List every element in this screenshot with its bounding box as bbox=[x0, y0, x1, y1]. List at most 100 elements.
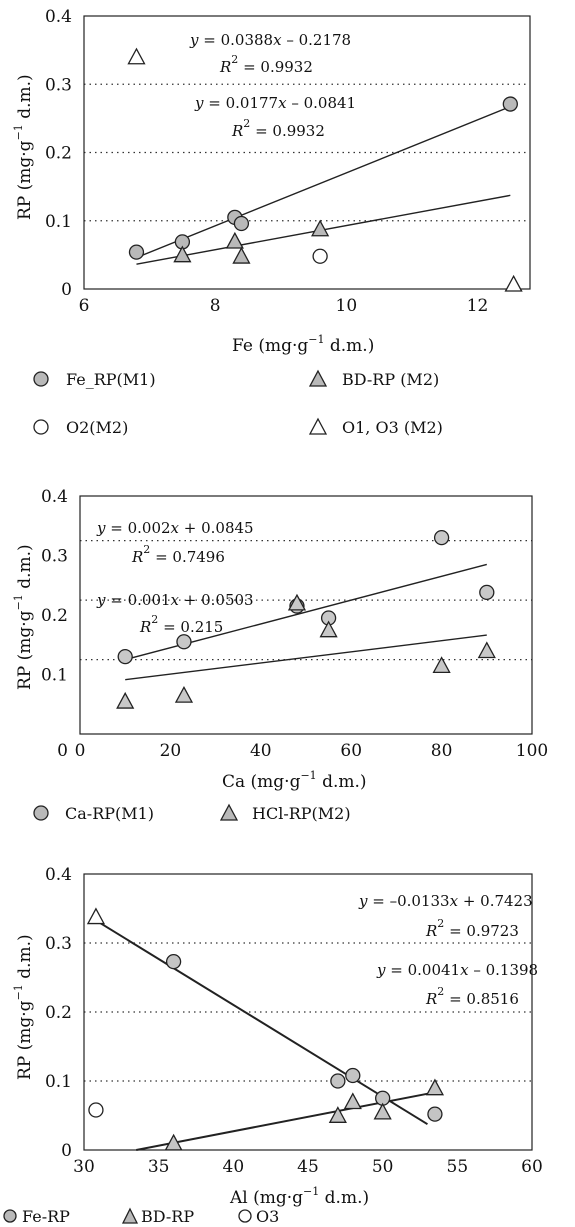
chart-3-point-fe-rp bbox=[345, 1067, 361, 1084]
chart-fe-y-axis-label: RP (mg·g−1 d.m.) bbox=[12, 74, 35, 220]
chart-2-point-hcl-rp-m2 bbox=[319, 620, 338, 638]
chart-1-y-tick-label: 0.3 bbox=[45, 75, 72, 95]
chart-2-x-tick-label: 60 bbox=[340, 741, 362, 761]
chart-3-x-tick-label: 50 bbox=[372, 1157, 394, 1177]
chart-2-y-tick-label: 0.2 bbox=[41, 606, 68, 626]
chart-fe-equation-1: y = 0.0388x – 0.2178 bbox=[189, 31, 351, 49]
chart-1-y-tick-label: 0.4 bbox=[45, 7, 72, 27]
chart-1-point-o2-m2 bbox=[312, 248, 328, 264]
chart-ca-y-axis-label: RP (mg·g−1 d.m.) bbox=[12, 544, 35, 690]
legend-o3-marker bbox=[238, 1209, 252, 1223]
chart-al-points bbox=[86, 907, 445, 1151]
chart-2-y-tick-label: 0.3 bbox=[41, 547, 68, 567]
chart-ca-equation-2: y = 0.001x + 0.0503 bbox=[96, 591, 254, 609]
chart-fe-r2-2: R2 = 0.9932 bbox=[231, 117, 325, 140]
chart-3-y-tick-label: 0.1 bbox=[45, 1072, 72, 1092]
legend-o2-m2-label: O2(M2) bbox=[66, 418, 128, 437]
chart-3-point-bd-rp bbox=[343, 1092, 362, 1110]
chart-1-y-tick-label: 0.1 bbox=[45, 212, 72, 232]
chart-3-y-tick-label: 0.4 bbox=[45, 865, 72, 885]
chart-fe-plot-frame bbox=[83, 15, 531, 290]
legend-fe-rp-m1-label: Fe_RP(M1) bbox=[66, 370, 156, 389]
chart-3-x-tick-label: 30 bbox=[73, 1157, 95, 1177]
legend-bd-rp-m2-marker bbox=[308, 369, 328, 387]
legend-bd-rp-label: BD-RP bbox=[141, 1207, 194, 1226]
chart-3-point-fe-rp bbox=[165, 953, 182, 970]
chart-fe-equation-2: y = 0.0177x – 0.0841 bbox=[194, 94, 356, 112]
legend-fe-rp-marker bbox=[3, 1209, 17, 1223]
chart-1-point-o1-o3-m2 bbox=[504, 274, 523, 292]
legend-o2-m2-marker bbox=[33, 419, 49, 435]
chart-1-point-o1-o3-m2 bbox=[127, 47, 146, 65]
chart-1-x-tick-label: 10 bbox=[336, 296, 358, 316]
chart-3-point-bd-rp bbox=[328, 1106, 347, 1123]
legend-ca-rp-m1-label: Ca-RP(M1) bbox=[65, 804, 154, 823]
chart-2-point-hcl-rp-m2 bbox=[432, 656, 451, 674]
chart-3-x-tick-label: 45 bbox=[297, 1157, 319, 1177]
chart-3-point-bd-rp bbox=[164, 1133, 183, 1151]
chart-3-y-tick-label: 0 bbox=[61, 1141, 72, 1161]
chart-al-r2-1: R2 = 0.9723 bbox=[425, 917, 519, 940]
chart-3-y-tick-label: 0.3 bbox=[45, 934, 72, 954]
chart-1-y-tick-label: 0.2 bbox=[45, 144, 72, 164]
chart-al-tick-labels: 30 35 40 45 50 55 60 0 0.1 0.2 0.3 0.4 bbox=[45, 865, 543, 1177]
chart-2-point-hcl-rp-m2 bbox=[477, 641, 496, 659]
chart-3-x-tick-label: 60 bbox=[521, 1157, 543, 1177]
chart-1-point-bd-rp-m2 bbox=[173, 245, 192, 263]
chart-3-y-tick-label: 0.2 bbox=[45, 1003, 72, 1023]
chart-ca-plot-frame bbox=[79, 495, 533, 735]
chart-1-point-fe-rp-m1 bbox=[502, 96, 518, 112]
chart-3-point-o3 bbox=[88, 1102, 104, 1118]
chart-fe: 6 8 10 12 0 0.1 0.2 0.3 0.4 y = 0.0388x – 0.2178… bbox=[12, 7, 531, 437]
chart-3-point-fe-rp bbox=[330, 1073, 346, 1089]
chart-2-y-tick-label: 0.4 bbox=[41, 487, 68, 507]
chart-ca-points bbox=[116, 530, 496, 709]
chart-ca-r2-1: R2 = 0.7496 bbox=[131, 543, 225, 566]
chart-3-x-tick-label: 55 bbox=[447, 1157, 469, 1177]
chart-2-fit-line-2 bbox=[125, 634, 487, 681]
chart-2-point-hcl-rp-m2 bbox=[116, 691, 135, 709]
legend-bd-rp-m2-label: BD-RP (M2) bbox=[342, 370, 439, 389]
chart-3-x-tick-label: 40 bbox=[223, 1157, 245, 1177]
chart-3-point-fe-rp bbox=[427, 1106, 443, 1122]
chart-al-x-axis-label: Al (mg·g−1 d.m.) bbox=[229, 1185, 369, 1208]
chart-2-y-tick-label: 0.1 bbox=[41, 666, 68, 686]
chart-3-point-bd-rp bbox=[373, 1102, 392, 1120]
chart-2-point-hcl-rp-m2 bbox=[174, 685, 194, 703]
chart-ca-x-axis-label: Ca (mg·g−1 d.m.) bbox=[222, 769, 367, 792]
legend-ca-rp-m1-marker bbox=[33, 805, 49, 821]
chart-al-equation-2: y = 0.0041x – 0.1398 bbox=[376, 961, 538, 979]
chart-3-point-bd-rp bbox=[425, 1078, 445, 1096]
chart-1-x-tick-label: 8 bbox=[210, 296, 221, 316]
chart-al-y-axis-label: RP (mg·g−1 d.m.) bbox=[12, 934, 35, 1080]
chart-3-point-o3-peak bbox=[86, 907, 106, 925]
legend-o3-label: O3 bbox=[256, 1207, 279, 1226]
chart-2-x-tick-label: 20 bbox=[160, 741, 182, 761]
chart-ca: 0 20 40 60 80 100 0.1 0.2 0.3 0.4 0 y = 0.002x + 0… bbox=[12, 487, 548, 823]
chart-2-x-tick-label: 40 bbox=[250, 741, 272, 761]
chart-1-point-bd-rp-m2 bbox=[225, 231, 244, 249]
legend-fe-rp-label: Fe-RP bbox=[22, 1207, 70, 1226]
chart-2-point-ca-rp-m1 bbox=[117, 649, 133, 665]
chart-2-point-ca-rp-m1 bbox=[479, 584, 495, 601]
legend-fe-rp-m1-marker bbox=[33, 371, 49, 387]
legend-o1-o3-m2-marker bbox=[308, 417, 328, 435]
chart-2-point-ca-rp-m1 bbox=[433, 530, 450, 546]
chart-1-point-fe-rp-m1 bbox=[233, 215, 250, 232]
chart-1-point-fe-rp-m1 bbox=[128, 244, 145, 260]
chart-3-fit-line-2 bbox=[136, 1091, 436, 1151]
chart-al-r2-2: R2 = 0.8516 bbox=[425, 985, 519, 1008]
legend-hcl-rp-m2-label: HCl-RP(M2) bbox=[252, 804, 351, 823]
chart-1-point-bd-rp-m2 bbox=[232, 246, 251, 264]
chart-1-x-tick-label: 12 bbox=[467, 296, 489, 316]
chart-1-y-tick-label: 0 bbox=[61, 280, 72, 300]
chart-3-x-tick-label: 35 bbox=[148, 1157, 170, 1177]
chart-3-fit-line-1 bbox=[95, 919, 428, 1126]
chart-fe-tick-labels: 6 8 10 12 0 0.1 0.2 0.3 0.4 bbox=[45, 7, 488, 316]
chart-fe-points bbox=[127, 47, 523, 292]
chart-ca-equation-1: y = 0.002x + 0.0845 bbox=[96, 519, 254, 537]
chart-1-fit-line-1 bbox=[136, 105, 511, 259]
chart-fe-x-axis-label: Fe (mg·g−1 d.m.) bbox=[232, 333, 374, 356]
chart-2-point-hcl-rp-m2 bbox=[287, 593, 307, 611]
